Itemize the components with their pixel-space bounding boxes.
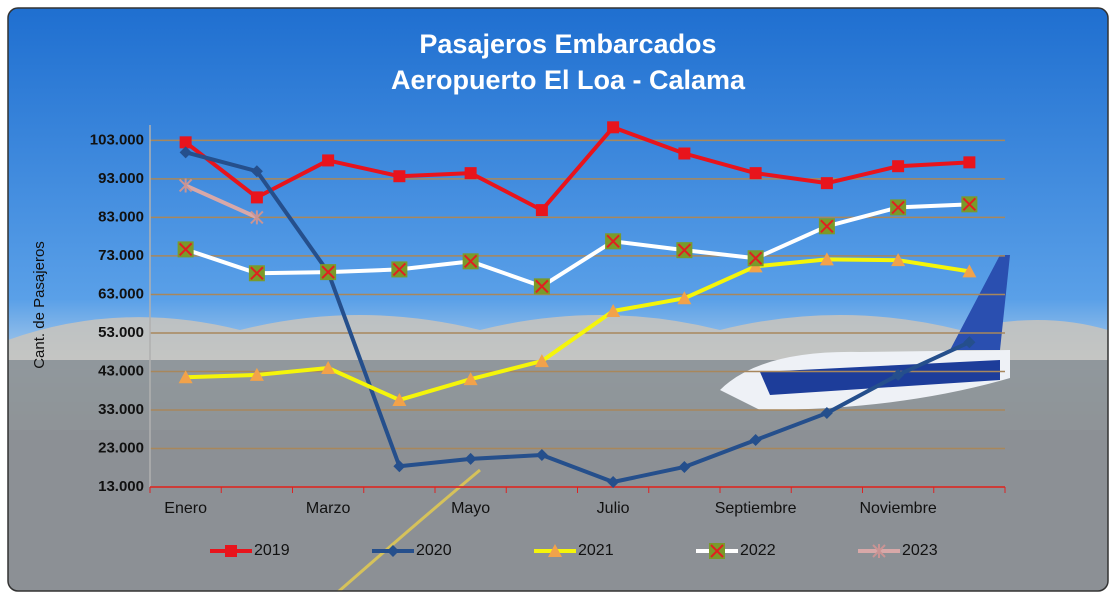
- legend-marker: [548, 544, 562, 557]
- data-point: [749, 434, 762, 447]
- y-tick-label: 53.000: [98, 324, 144, 341]
- series-line: [185, 257, 970, 402]
- data-point: [321, 361, 336, 375]
- legend-label: 2023: [902, 542, 938, 559]
- data-point: [890, 199, 907, 216]
- legend-label: 2021: [578, 542, 614, 559]
- data-point: [677, 291, 692, 305]
- x-tick-label: Mayo: [451, 500, 490, 517]
- data-point: [248, 265, 265, 282]
- series-line: [184, 183, 258, 220]
- data-point: [393, 460, 406, 473]
- x-tick-label: Septiembre: [715, 500, 797, 517]
- data-point: [892, 368, 905, 381]
- legend-label: 2019: [254, 542, 290, 559]
- data-point: [963, 156, 976, 169]
- data-point: [464, 452, 477, 465]
- x-tick-label: Noviembre: [859, 500, 936, 517]
- y-tick-label: 63.000: [98, 285, 144, 302]
- background: [8, 8, 1108, 591]
- data-point: [747, 250, 764, 267]
- data-point: [250, 210, 264, 225]
- data-point: [320, 264, 337, 281]
- x-tick-label: Marzo: [306, 500, 351, 517]
- y-tick-label: 13.000: [98, 478, 144, 495]
- data-point: [605, 233, 622, 250]
- y-tick-label: 33.000: [98, 401, 144, 418]
- legend-marker: [225, 545, 237, 557]
- data-point: [891, 253, 906, 267]
- y-axis-title: Cant. de Pasajeros: [31, 241, 48, 369]
- legend-label: 2022: [740, 542, 776, 559]
- data-point: [177, 241, 194, 258]
- data-point: [749, 167, 762, 180]
- x-tick-label: Enero: [164, 500, 207, 517]
- data-point: [534, 354, 549, 368]
- x-tick-label: Julio: [597, 500, 630, 517]
- y-tick-label: 83.000: [98, 208, 144, 225]
- data-point: [178, 370, 193, 384]
- data-point: [963, 336, 976, 349]
- data-point: [391, 261, 408, 278]
- data-point: [820, 407, 833, 420]
- data-point: [818, 218, 835, 235]
- chart-subtitle: Aeropuerto El Loa - Calama: [391, 65, 746, 95]
- legend-marker: [872, 544, 886, 558]
- y-tick-label: 73.000: [98, 247, 144, 264]
- data-point: [250, 191, 263, 204]
- series-line: [184, 202, 970, 289]
- y-tick-label: 23.000: [98, 439, 144, 456]
- data-point: [249, 367, 264, 381]
- data-point: [607, 121, 620, 134]
- data-point: [179, 136, 192, 149]
- data-point: [676, 242, 693, 259]
- data-point: [961, 196, 978, 213]
- data-point: [892, 160, 905, 173]
- legend-marker: [387, 545, 399, 557]
- data-point: [607, 475, 620, 488]
- data-point: [322, 154, 335, 167]
- series-line: [185, 150, 971, 484]
- data-point: [820, 177, 833, 190]
- data-point: [606, 304, 621, 318]
- data-point: [819, 252, 834, 266]
- data-point: [535, 449, 548, 462]
- y-tick-label: 43.000: [98, 362, 144, 379]
- data-point: [678, 460, 691, 473]
- chart-title: Pasajeros Embarcados: [419, 29, 716, 59]
- data-point: [392, 392, 407, 406]
- card-border: [7, 7, 1109, 592]
- data-point: [962, 264, 977, 278]
- data-point: [535, 204, 548, 217]
- data-point: [678, 147, 691, 160]
- data-point: [179, 146, 192, 159]
- data-point: [463, 372, 478, 386]
- legend-marker: [709, 543, 725, 559]
- legend-label: 2020: [416, 542, 452, 559]
- y-tick-label: 93.000: [98, 170, 144, 187]
- series-line: [184, 125, 970, 213]
- data-point: [178, 178, 193, 193]
- data-point: [250, 165, 263, 178]
- data-point: [533, 278, 550, 295]
- data-point: [393, 170, 406, 183]
- data-point: [462, 253, 479, 270]
- y-tick-label: 103.000: [90, 131, 144, 148]
- data-point: [464, 167, 477, 180]
